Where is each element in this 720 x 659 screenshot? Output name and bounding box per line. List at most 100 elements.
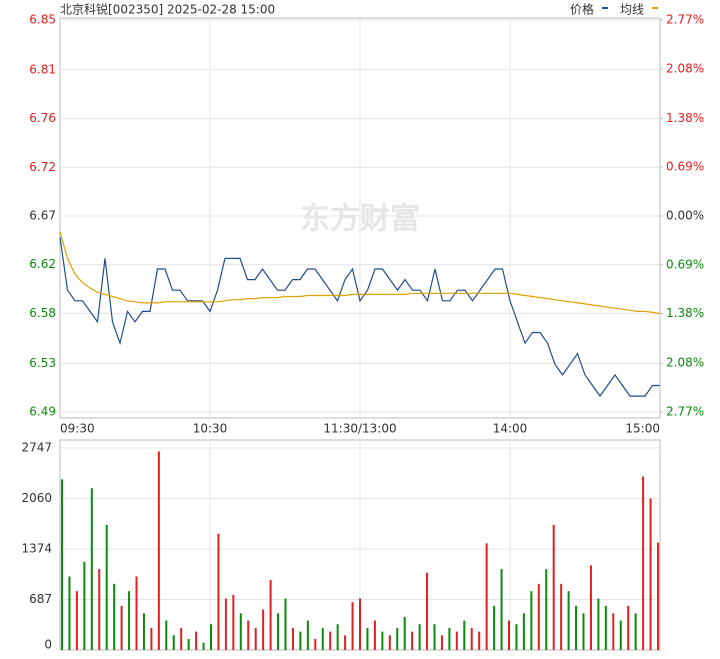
x-tick-label: 11:30/13:00 [323,422,396,436]
y-tick-label: 6.53 [29,356,56,370]
volume-bar [291,627,294,650]
volume-bar [254,627,257,650]
y2-tick-label: 0.69% [666,160,704,174]
y2-tick-label: 2.08% [666,356,704,370]
x-tick-label: 14:00 [493,422,528,436]
y2-tick-label: 2.77% [666,405,704,419]
volume-bar [195,631,198,650]
volume-bar [455,631,458,650]
volume-bar [634,613,637,650]
volume-bar [649,498,652,650]
y2-tick-label: 0.69% [666,257,704,271]
volume-bar [187,638,190,650]
volume-bar [68,576,71,650]
y-tick-label: 687 [29,592,52,606]
volume-bar [373,620,376,650]
y-tick-label: 0 [44,638,52,652]
volume-bar [463,620,466,650]
volume-bar [500,569,503,650]
volume-bar [105,524,108,650]
volume-bar [239,613,242,650]
volume-bar [619,620,622,650]
volume-bar [128,591,131,650]
volume-bar [61,479,63,650]
legend-label: 价格 [570,2,594,17]
volume-bar [277,613,280,650]
series-line [59,237,660,398]
volume-bar [359,598,361,650]
volume-bar [567,591,570,650]
x-tick-label: 15:00 [625,422,660,436]
volume-bar [314,638,317,650]
volume-bar [381,631,384,650]
y-tick-label: 6.67 [29,209,56,223]
volume-bar [508,620,510,650]
volume-bar [172,635,175,650]
volume-bar [165,620,168,650]
y-tick-label: 6.62 [29,257,56,271]
volume-bar [269,580,272,650]
volume-bar [411,631,414,650]
volume-bar [575,605,578,650]
volume-bar [217,533,220,650]
volume-bar [299,631,302,650]
y2-tick-label: 1.38% [666,111,704,125]
volume-bar [98,569,101,650]
volume-bar [83,561,86,650]
volume-bar [433,624,436,650]
volume-bar [604,605,607,650]
volume-bar [522,613,525,650]
volume-bar [232,594,235,650]
volume-bar [150,627,153,650]
volume-bar [485,543,488,650]
volume-bar [396,627,399,650]
volume-bar [90,488,93,650]
volume-bar [552,524,555,650]
volume-bar [657,542,659,650]
volume-bar [426,572,429,650]
volume-bar [224,598,227,650]
volume-bar [612,613,615,650]
volume-bar [388,635,391,650]
volume-bar [560,583,563,650]
volume-bar [597,598,600,650]
volume-bar [493,605,496,650]
volume-bar [478,631,481,650]
volume-bar [135,576,138,650]
volume-bar [545,569,548,650]
volume-bar [448,627,451,650]
volume-bar [157,451,160,650]
volume-bar [113,583,116,650]
volume-bar [515,624,518,650]
y-tick-label: 6.72 [29,160,56,174]
y2-tick-label: 0.00% [666,209,704,223]
volume-bar [440,635,443,650]
volume-bar [284,598,287,650]
volume-bar [403,616,406,650]
volume-bar [247,620,250,650]
x-tick-label: 09:30 [60,422,95,436]
volume-bar [344,635,347,650]
volume-bar [589,565,592,650]
volume-bar [627,605,630,650]
volume-bar [470,627,473,650]
volume-bar [262,609,265,650]
volume-bar [210,624,212,650]
volume-bar [321,627,324,650]
volume-bar [582,613,585,650]
legend-label: 均线 [620,3,644,17]
y2-tick-label: 2.77% [666,13,704,27]
volume-bar [366,627,369,650]
volume-bar [642,476,645,650]
y-tick-label: 2060 [21,491,52,505]
chart-title: 北京科锐[002350] 2025-02-28 15:00 [60,3,275,17]
volume-bar [537,583,540,650]
volume-bar [530,591,533,650]
volume-bar [306,620,309,650]
volume-bar [351,602,354,650]
series-line [59,231,661,315]
y2-tick-label: 2.08% [666,61,704,75]
y-tick-label: 6.58 [29,306,56,320]
volume-bar [418,624,421,650]
